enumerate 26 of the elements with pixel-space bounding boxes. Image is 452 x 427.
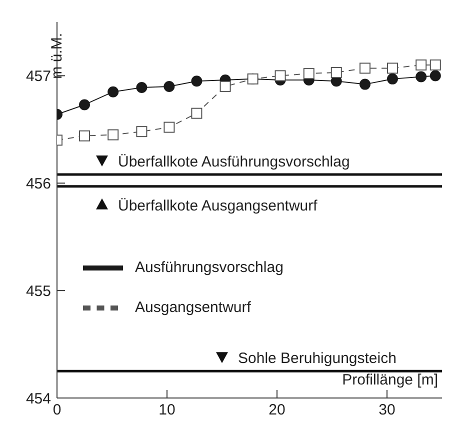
point bbox=[191, 76, 202, 87]
ref-line-label: Überfallkote Ausführungsvorschlag bbox=[118, 154, 350, 171]
x-tick-label: 20 bbox=[268, 402, 286, 419]
point bbox=[164, 80, 175, 92]
x-tick-label: 30 bbox=[378, 402, 396, 419]
y-tick-label: 454 bbox=[26, 390, 51, 408]
point bbox=[360, 78, 370, 90]
point bbox=[136, 82, 148, 94]
point bbox=[108, 86, 119, 98]
x-tick-label: 10 bbox=[158, 402, 176, 419]
legend-label: Ausführungsvorschlag bbox=[135, 258, 284, 278]
point bbox=[79, 99, 90, 110]
point bbox=[220, 80, 231, 92]
y-tick-label: 455 bbox=[26, 282, 51, 300]
y-tick-label: 456 bbox=[26, 175, 51, 192]
ref-line-label: Sohle Beruhigungsteich bbox=[238, 350, 396, 368]
legend-label: Überfallkote Ausgangsentwurf bbox=[118, 197, 318, 214]
point bbox=[416, 71, 427, 82]
legend-label: Ausgangsentwurf bbox=[135, 298, 251, 318]
x-tick-label: 0 bbox=[52, 402, 62, 419]
point bbox=[430, 70, 441, 82]
point bbox=[303, 68, 314, 80]
point bbox=[387, 73, 398, 84]
x-axis-title: Profillänge [m] bbox=[342, 372, 438, 389]
y-tick-label: 457 bbox=[26, 68, 51, 86]
point bbox=[274, 70, 286, 82]
